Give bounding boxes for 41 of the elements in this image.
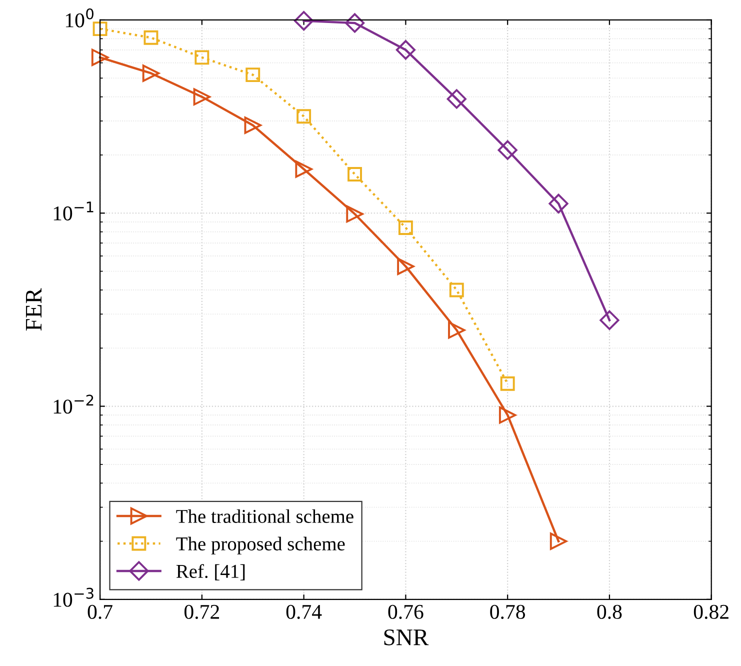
point bbox=[346, 205, 364, 223]
point bbox=[600, 310, 620, 330]
point bbox=[348, 166, 362, 182]
legend-label: The traditional scheme bbox=[176, 509, 354, 523]
point bbox=[246, 68, 260, 82]
point bbox=[244, 116, 262, 134]
x-tick-label: 0.82 bbox=[694, 604, 728, 620]
x-tick-label: 0.7 bbox=[88, 604, 112, 620]
point bbox=[142, 64, 160, 82]
point bbox=[498, 406, 516, 424]
point bbox=[448, 321, 466, 339]
point bbox=[91, 48, 109, 66]
point bbox=[498, 140, 518, 160]
x-tick-label: 0.78 bbox=[490, 604, 526, 620]
y-tick-label: 10$^{−1}$ bbox=[54, 202, 94, 220]
y-axis-title: FER bbox=[26, 288, 42, 331]
point bbox=[398, 220, 413, 235]
x-tick-label: 0.8 bbox=[597, 604, 622, 620]
legend-label: Ref. [41] bbox=[176, 564, 245, 580]
point bbox=[397, 258, 414, 275]
point bbox=[446, 89, 466, 109]
point bbox=[295, 160, 312, 178]
point bbox=[194, 50, 210, 65]
point bbox=[296, 109, 312, 124]
y-tick-label: 10$^{0}$ bbox=[66, 8, 94, 28]
point bbox=[193, 88, 211, 106]
x-tick-label: 0.76 bbox=[388, 604, 424, 620]
point bbox=[344, 13, 365, 33]
legend-label: The proposed scheme bbox=[176, 536, 345, 554]
point bbox=[396, 40, 416, 60]
x-tick-label: 0.74 bbox=[286, 604, 322, 620]
point bbox=[500, 376, 515, 391]
x-tick-label: 0.72 bbox=[184, 604, 220, 620]
point bbox=[548, 194, 568, 214]
point bbox=[92, 22, 108, 36]
point bbox=[449, 282, 464, 298]
point bbox=[144, 30, 158, 45]
y-tick-label: 10$^{−2}$ bbox=[54, 394, 94, 414]
x-axis-title: SNR bbox=[384, 629, 429, 646]
point bbox=[294, 11, 314, 31]
point bbox=[550, 532, 568, 550]
